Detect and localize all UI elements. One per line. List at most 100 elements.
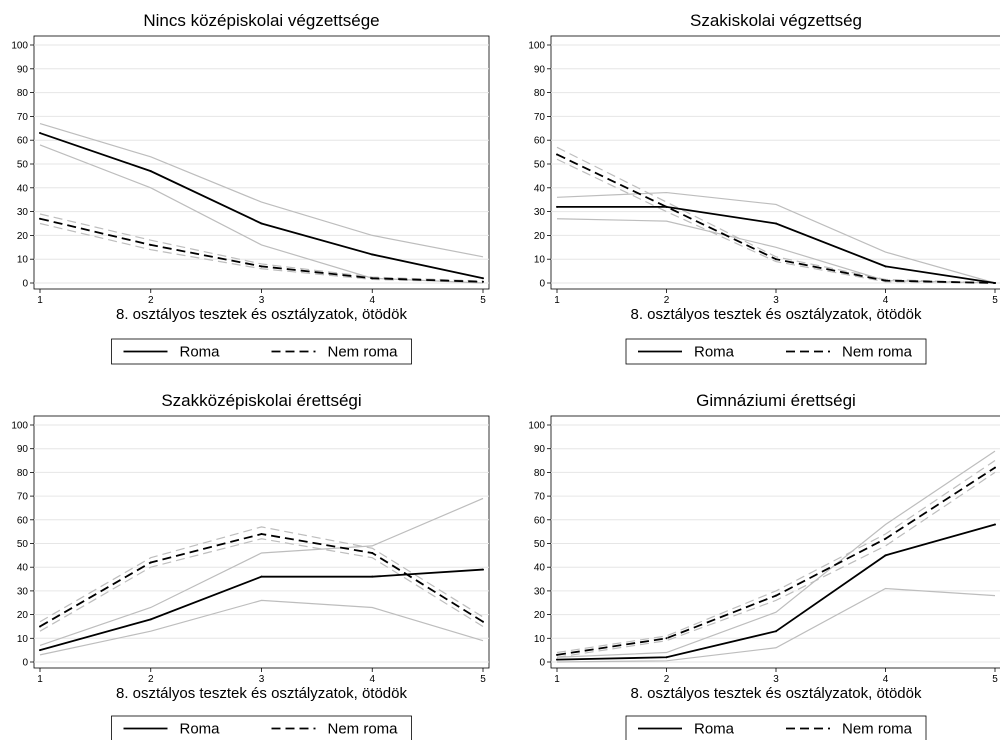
x-tick-label: 1: [554, 295, 560, 306]
y-tick-label: 60: [534, 136, 546, 147]
series-roma-point: [260, 575, 263, 578]
plot-area: [33, 415, 490, 669]
y-tick-label: 0: [22, 658, 28, 669]
y-tick-label: 50: [17, 539, 29, 550]
y-tick-label: 80: [17, 468, 29, 479]
series-nem-roma-ci-high-line: [556, 146, 996, 284]
y-tick-label: 0: [539, 658, 545, 669]
series-roma-ci-low-line: [39, 599, 484, 656]
y-tick-label: 60: [17, 515, 29, 526]
series-roma-point: [371, 575, 374, 578]
series-roma-ci-low-line: [556, 587, 996, 663]
series-nem-roma-point: [556, 653, 558, 656]
series-nem-roma-ci-low-line: [556, 158, 996, 284]
series-nem-roma-point: [665, 637, 668, 640]
y-tick-label: 90: [534, 444, 546, 455]
chart-title: Szakiskolai végzettség: [690, 11, 862, 30]
series-roma-point: [556, 205, 558, 208]
x-tick-label: 2: [664, 674, 670, 685]
series-nem-roma-point: [39, 217, 41, 220]
legend-label-nem-roma: Nem roma: [328, 721, 399, 738]
legend-label-roma: Roma: [694, 721, 735, 738]
chart-title: Szakközépiskolai érettségi: [161, 391, 361, 410]
y-tick-label: 30: [534, 586, 546, 597]
series-roma-point: [39, 132, 41, 135]
y-tick-label: 20: [17, 231, 29, 242]
legend-label-nem-roma: Nem roma: [842, 721, 913, 738]
chart-title: Gimnáziumi érettségi: [696, 391, 856, 410]
legend-label-roma: Roma: [180, 344, 221, 361]
y-tick-label: 60: [17, 136, 29, 147]
series-nem-roma-point: [149, 243, 152, 246]
y-tick-label: 90: [534, 64, 546, 75]
x-tick-label: 2: [148, 295, 154, 306]
y-tick-label: 30: [534, 207, 546, 218]
y-tick-label: 20: [534, 610, 546, 621]
y-tick-label: 20: [17, 610, 29, 621]
series-roma-point: [884, 265, 887, 268]
legend-label-roma: Roma: [694, 344, 735, 361]
y-tick-label: 50: [534, 539, 546, 550]
x-axis-label: 8. osztályos tesztek és osztályzatok, öt…: [116, 306, 407, 323]
x-tick-label: 4: [883, 295, 889, 306]
y-tick-label: 30: [17, 586, 29, 597]
y-tick-label: 70: [17, 492, 29, 503]
series-nem-roma-point: [482, 620, 484, 623]
series-nem-roma-ci-high-line: [39, 213, 484, 282]
series-nem-roma-point: [482, 280, 484, 283]
y-tick-label: 40: [17, 183, 29, 194]
series-roma-point: [775, 630, 777, 633]
series-nem-roma-point: [39, 625, 41, 628]
series-roma-ci-high-line: [39, 122, 484, 258]
legend-label-nem-roma: Nem roma: [328, 344, 399, 361]
series-roma-ci-high-line: [556, 191, 996, 284]
series-roma-point: [371, 253, 374, 256]
y-tick-label: 50: [17, 160, 29, 171]
x-tick-label: 3: [773, 674, 779, 685]
y-tick-label: 90: [17, 444, 29, 455]
y-tick-label: 100: [528, 421, 545, 432]
x-tick-label: 4: [369, 674, 375, 685]
series-roma-ci-high-line: [39, 497, 484, 646]
legend: Roma Nem roma: [625, 715, 927, 740]
series-nem-roma-point: [149, 561, 152, 564]
chart-panel-2: 0 10 20 30 40 50 60 70 80 90 100 1 2 3 4 5 Szakiskolai v…: [528, 11, 1000, 365]
series-roma-point: [149, 618, 152, 621]
x-tick-label: 1: [554, 674, 560, 685]
x-tick-label: 2: [664, 295, 670, 306]
y-tick-label: 0: [539, 279, 545, 290]
series-roma-ci-low-line: [39, 144, 484, 284]
series-nem-roma-point: [884, 279, 887, 282]
x-tick-label: 3: [259, 674, 265, 685]
y-tick-label: 100: [11, 41, 28, 52]
legend-label-roma: Roma: [180, 721, 221, 738]
x-axis-label: 8. osztályos tesztek és osztályzatok, öt…: [631, 306, 922, 323]
series-nem-roma-ci-low-line: [39, 222, 484, 283]
series-roma-ci-high-line: [556, 450, 996, 658]
x-tick-label: 3: [259, 295, 265, 306]
y-tick-label: 50: [534, 160, 546, 171]
x-tick-label: 2: [148, 674, 154, 685]
y-tick-label: 40: [534, 563, 546, 574]
plot-area: [550, 35, 1000, 290]
series-nem-roma-point: [371, 277, 374, 280]
y-tick-label: 90: [17, 64, 29, 75]
series-roma-point: [482, 568, 484, 571]
chart-title: Nincs középiskolai végzettsége: [143, 11, 379, 30]
series-roma-point: [775, 222, 777, 225]
x-tick-label: 5: [992, 295, 998, 306]
chart-panel-1: 0 10 20 30 40 50 60 70 80 90 100 1 2 3 4 5 Nincs középis…: [11, 11, 490, 365]
y-tick-label: 70: [534, 492, 546, 503]
series-nem-roma-point: [884, 537, 887, 540]
y-tick-label: 10: [534, 255, 546, 266]
x-axis-label: 8. osztályos tesztek és osztályzatok, öt…: [116, 685, 407, 702]
x-tick-label: 5: [480, 674, 486, 685]
x-tick-label: 3: [773, 295, 779, 306]
legend-label-nem-roma: Nem roma: [842, 344, 913, 361]
y-tick-label: 20: [534, 231, 546, 242]
series-nem-roma-point: [994, 466, 996, 469]
legend: Roma Nem roma: [111, 715, 412, 740]
series-nem-roma-point: [994, 282, 996, 284]
plot-area: [33, 35, 490, 290]
series-nem-roma-ci-low-line: [39, 538, 484, 632]
